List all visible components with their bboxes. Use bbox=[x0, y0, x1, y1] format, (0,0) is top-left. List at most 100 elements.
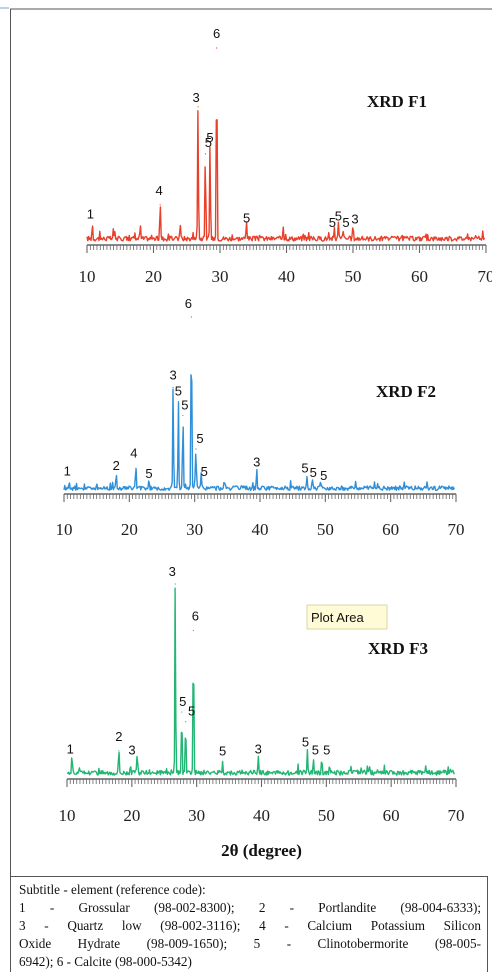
peak-point bbox=[246, 229, 248, 231]
peak-label: 5 bbox=[301, 461, 308, 476]
peak-point bbox=[204, 153, 206, 155]
x-tick-label: 10 bbox=[79, 267, 96, 286]
peak-point bbox=[179, 225, 181, 227]
peak-point bbox=[321, 761, 323, 764]
peak-point bbox=[113, 233, 115, 235]
x-tick-label: 50 bbox=[317, 520, 334, 539]
x-tick-label: 20 bbox=[121, 520, 138, 539]
peak-point bbox=[222, 763, 224, 766]
peak-label: 3 bbox=[351, 211, 358, 226]
panel-title: XRD F1 bbox=[367, 92, 427, 111]
peak-point bbox=[209, 149, 211, 151]
peak-point bbox=[136, 761, 138, 764]
peak-point bbox=[311, 483, 313, 485]
peak-label: 3 bbox=[128, 742, 135, 757]
peak-label: 5 bbox=[205, 135, 212, 150]
peak-label: 5 bbox=[145, 466, 152, 481]
x-tick-label: 30 bbox=[188, 806, 205, 825]
peak-point bbox=[306, 480, 308, 482]
peak-label: 5 bbox=[342, 215, 349, 230]
x-tick-label: 40 bbox=[253, 806, 270, 825]
peak-label: 3 bbox=[169, 367, 176, 382]
x-tick-label: 70 bbox=[478, 267, 492, 286]
peak-point bbox=[190, 316, 192, 318]
peak-point bbox=[342, 233, 344, 235]
panel-title: XRD F2 bbox=[376, 382, 436, 401]
peak-label: 5 bbox=[219, 743, 226, 758]
peak-label: 3 bbox=[192, 90, 199, 105]
peak-point bbox=[135, 467, 137, 469]
peak-label: 6 bbox=[185, 296, 192, 311]
peak-label: 5 bbox=[206, 130, 213, 145]
peak-point bbox=[306, 754, 309, 756]
caption-line: Subtitle - element (reference code): bbox=[19, 882, 206, 897]
peak-point bbox=[320, 485, 322, 487]
peak-point bbox=[200, 478, 202, 480]
peak-label: 5 bbox=[175, 383, 182, 398]
x-tick-label: 20 bbox=[145, 267, 162, 286]
x-tick-label: 30 bbox=[212, 267, 229, 286]
xrd-pattern-line bbox=[66, 587, 456, 776]
x-tick-label: 40 bbox=[278, 267, 295, 286]
x-tick-label: 40 bbox=[252, 520, 269, 539]
peak-point bbox=[115, 478, 117, 480]
x-axis-label: 2θ (degree) bbox=[221, 841, 302, 860]
peak-label: 5 bbox=[320, 468, 327, 483]
caption-line: 1 - Grossular (98-002-8300); 2 - Portlan… bbox=[19, 900, 481, 915]
peak-point bbox=[185, 721, 187, 723]
peak-point bbox=[177, 400, 179, 403]
peak-label: 2 bbox=[115, 729, 122, 744]
x-tick-label: 70 bbox=[448, 806, 465, 825]
peak-label: 5 bbox=[312, 742, 319, 757]
peak-point bbox=[328, 767, 331, 769]
peak-point bbox=[148, 485, 150, 487]
peak-label: 3 bbox=[253, 454, 260, 469]
peak-label: 6 bbox=[192, 609, 199, 624]
x-tick-label: 60 bbox=[383, 806, 400, 825]
x-tick-label: 50 bbox=[345, 267, 362, 286]
peak-label: 5 bbox=[329, 215, 336, 230]
peak-point bbox=[195, 448, 197, 450]
peak-label: 1 bbox=[67, 741, 74, 756]
peak-label: 5 bbox=[302, 735, 309, 750]
peak-label: 1 bbox=[64, 464, 71, 479]
peak-point bbox=[68, 487, 70, 489]
peak-point bbox=[118, 750, 120, 752]
peak-label: 5 bbox=[323, 742, 330, 757]
peak-point bbox=[159, 204, 161, 206]
peak-label: 5 bbox=[335, 208, 342, 223]
peak-label: 1 bbox=[87, 206, 94, 221]
x-tick-label: 70 bbox=[448, 520, 465, 539]
xrd-pattern-line bbox=[86, 110, 486, 242]
peak-label: 6 bbox=[213, 26, 220, 41]
panel-title: XRD F3 bbox=[368, 639, 428, 658]
peak-point bbox=[71, 763, 73, 766]
peak-label: 2 bbox=[113, 458, 120, 473]
peak-point bbox=[172, 386, 174, 388]
peak-label: 3 bbox=[169, 564, 176, 579]
peak-point bbox=[181, 711, 183, 713]
peak-label: 5 bbox=[188, 704, 195, 719]
caption-line: 6942); 6 - Calcite (98-000-5342) bbox=[19, 954, 192, 969]
x-tick-label: 10 bbox=[59, 806, 76, 825]
peak-point bbox=[312, 761, 314, 764]
peak-point bbox=[139, 229, 141, 231]
peak-label: 5 bbox=[310, 465, 317, 480]
peak-point bbox=[91, 227, 93, 229]
x-tick-label: 50 bbox=[318, 806, 335, 825]
peak-point bbox=[337, 227, 339, 229]
caption-line: Oxide Hydrate (98-009-1650); 5 - Clinoto… bbox=[19, 936, 481, 951]
plot-area-tooltip: Plot Area bbox=[306, 604, 388, 630]
peak-label: 3 bbox=[255, 741, 262, 756]
peak-label: 5 bbox=[181, 398, 188, 413]
peak-label: 5 bbox=[196, 431, 203, 446]
caption-line: 3 - Quartz low (98-002-3116); 4 - Calciu… bbox=[19, 918, 481, 933]
caption-box: Subtitle - element (reference code): 1 -… bbox=[10, 876, 488, 972]
peak-label: 4 bbox=[130, 445, 137, 460]
x-tick-label: 60 bbox=[382, 520, 399, 539]
x-tick-label: 30 bbox=[186, 520, 203, 539]
xrd-pattern-line bbox=[63, 374, 456, 492]
